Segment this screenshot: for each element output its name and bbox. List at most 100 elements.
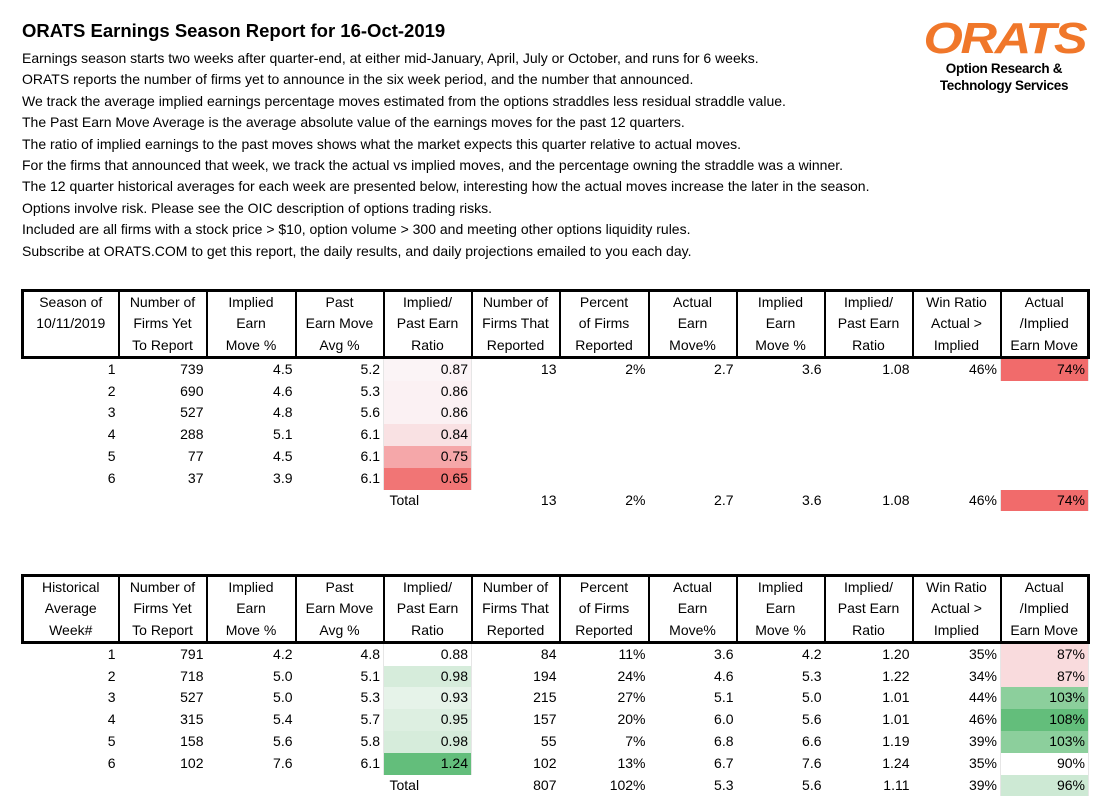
column-header-line: Percent	[579, 294, 629, 310]
table-cell: 690	[180, 382, 204, 399]
table-cell: 288	[180, 426, 204, 443]
table-cell: 6.6	[802, 733, 822, 750]
table-cell: 5.6	[273, 733, 293, 750]
total-cell: 102%	[609, 776, 646, 793]
table-cell	[1001, 402, 1089, 424]
column-header: Implied Earn Move %	[205, 575, 296, 643]
table-cell	[649, 381, 737, 403]
table-cell: 158	[180, 733, 204, 750]
table-cell: 0.65	[383, 467, 472, 490]
table-cell: 74%	[1000, 357, 1089, 381]
column-header-line: Past	[325, 579, 354, 595]
table-row: 4 315 5.4 5.7 0.95 157 20% 6.0 5.6 1.01 46% 108%	[23, 709, 1089, 732]
table-cell: 1.22	[882, 667, 910, 684]
column-header-line: Implied	[933, 336, 980, 353]
table-row: 1 739 4.5 5.2 0.87 13 2% 2.7 3.6 1.08 46% 74%	[23, 357, 1089, 381]
intro-line: We track the average implied earnings pe…	[22, 92, 786, 109]
table-cell: 5.2	[360, 360, 380, 377]
table-cell	[649, 424, 737, 446]
table-cell: 55	[540, 733, 557, 750]
column-header: Actual/Implied Earn Move	[999, 575, 1090, 643]
column-header-line: Actual	[1024, 579, 1064, 595]
table-cell: 0.84	[383, 424, 472, 447]
logo-tagline-2: Technology Services	[939, 78, 1069, 93]
table-cell: 0.87	[383, 357, 472, 381]
intro-line: The 12 quarter historical averages for e…	[22, 178, 870, 195]
intro-line: Subscribe at ORATS.COM to get this repor…	[22, 242, 692, 259]
table-cell	[825, 402, 913, 424]
table-row: 6 37 3.9 6.1 0.65	[23, 467, 1089, 490]
table-row: 3 527 4.8 5.6 0.86	[23, 402, 1089, 425]
table-cell	[472, 402, 560, 424]
column-header-line: Reported	[575, 336, 633, 353]
column-header-line: Win Ratio	[926, 294, 987, 310]
table-cell: 4.5	[273, 448, 293, 465]
intro-line: Options involve risk. Please see the OIC…	[22, 199, 492, 216]
table-row: 3 527 5.0 5.3 0.93 215 27% 5.1 5.0 1.01 44% 103%	[23, 687, 1089, 710]
table-cell: 5.0	[273, 667, 293, 684]
total-cell: 2.7	[714, 491, 734, 508]
table-cell	[560, 446, 649, 468]
table-cell	[1001, 381, 1089, 403]
table-cell: 5.3	[360, 689, 380, 706]
table-cell	[913, 402, 1001, 424]
table-cell: 103%	[1000, 687, 1089, 710]
column-header-line: Week#	[49, 621, 93, 638]
total-cell: 5.6	[802, 776, 822, 793]
table-cell: 0.88	[383, 642, 472, 666]
history-table: Historical Average Week# Number of Firms Yet…	[21, 574, 1090, 797]
total-cell: 3.6	[802, 491, 822, 508]
table-cell	[560, 402, 649, 424]
table-cell: 87%	[1000, 665, 1089, 688]
header-row: Season of 10/11/2019 Number of Firms Yet To …	[21, 290, 1090, 358]
table-cell: 3.6	[802, 360, 822, 377]
column-header-line: Past Earn	[396, 600, 459, 617]
column-header-line: Ratio	[411, 336, 444, 353]
column-header: Actual Earn Move%	[647, 575, 737, 643]
column-header-line: Actual >	[931, 315, 982, 332]
column-header: Actual Earn Move%	[647, 290, 737, 358]
column-header-line: Number of	[482, 579, 549, 595]
column-header: Implied/Past Earn Ratio	[382, 575, 472, 643]
column-header-line: Percent	[579, 579, 629, 595]
table-cell	[913, 468, 1001, 490]
table-cell: 6	[107, 754, 116, 771]
table-cell	[560, 381, 649, 403]
table-cell: 7.6	[273, 754, 293, 771]
table-cell: 6.1	[360, 448, 380, 465]
table-cell	[737, 446, 825, 468]
table-cell	[1001, 446, 1089, 468]
column-header-line: Earn	[236, 315, 266, 332]
table-cell	[1001, 468, 1089, 490]
column-header-line: Past	[325, 294, 354, 310]
table-cell: 157	[533, 711, 557, 728]
total-cell: 96%	[1000, 774, 1089, 797]
table-cell	[119, 775, 207, 797]
column-header: Historical Average Week#	[21, 575, 119, 643]
table-cell: 46%	[968, 711, 997, 728]
total-cell: 1.11	[883, 776, 910, 793]
column-header: Win Ratio Actual > Implied	[911, 575, 1001, 643]
column-header-line: Implied/	[843, 294, 894, 310]
total-label: Total	[389, 491, 420, 508]
column-header-line: Move%	[669, 336, 716, 353]
table-cell: 4.8	[273, 404, 293, 421]
column-header-line: /Implied	[1019, 600, 1069, 617]
orats-logo: ORATS Option Research & Technology Servi…	[924, 17, 1088, 94]
table-cell	[472, 381, 560, 403]
table-row: 2 718 5.0 5.1 0.98 194 24% 4.6 5.3 1.22 34% 87%	[23, 665, 1089, 688]
column-header-line	[26, 335, 116, 356]
table-cell: 4.6	[714, 667, 734, 684]
table-cell: 6.8	[714, 733, 734, 750]
table-cell	[913, 381, 1001, 403]
table-cell: 2.7	[714, 360, 734, 377]
table-cell	[737, 424, 825, 446]
table-cell: 0.75	[383, 446, 472, 468]
table-cell: 1.01	[882, 711, 910, 728]
table-cell	[296, 775, 384, 797]
table-cell	[825, 468, 913, 490]
table-cell: 1.20	[882, 645, 910, 662]
column-header-line: Ratio	[852, 621, 885, 638]
column-header-line: Firms That	[482, 600, 549, 617]
table-cell: 315	[180, 711, 204, 728]
